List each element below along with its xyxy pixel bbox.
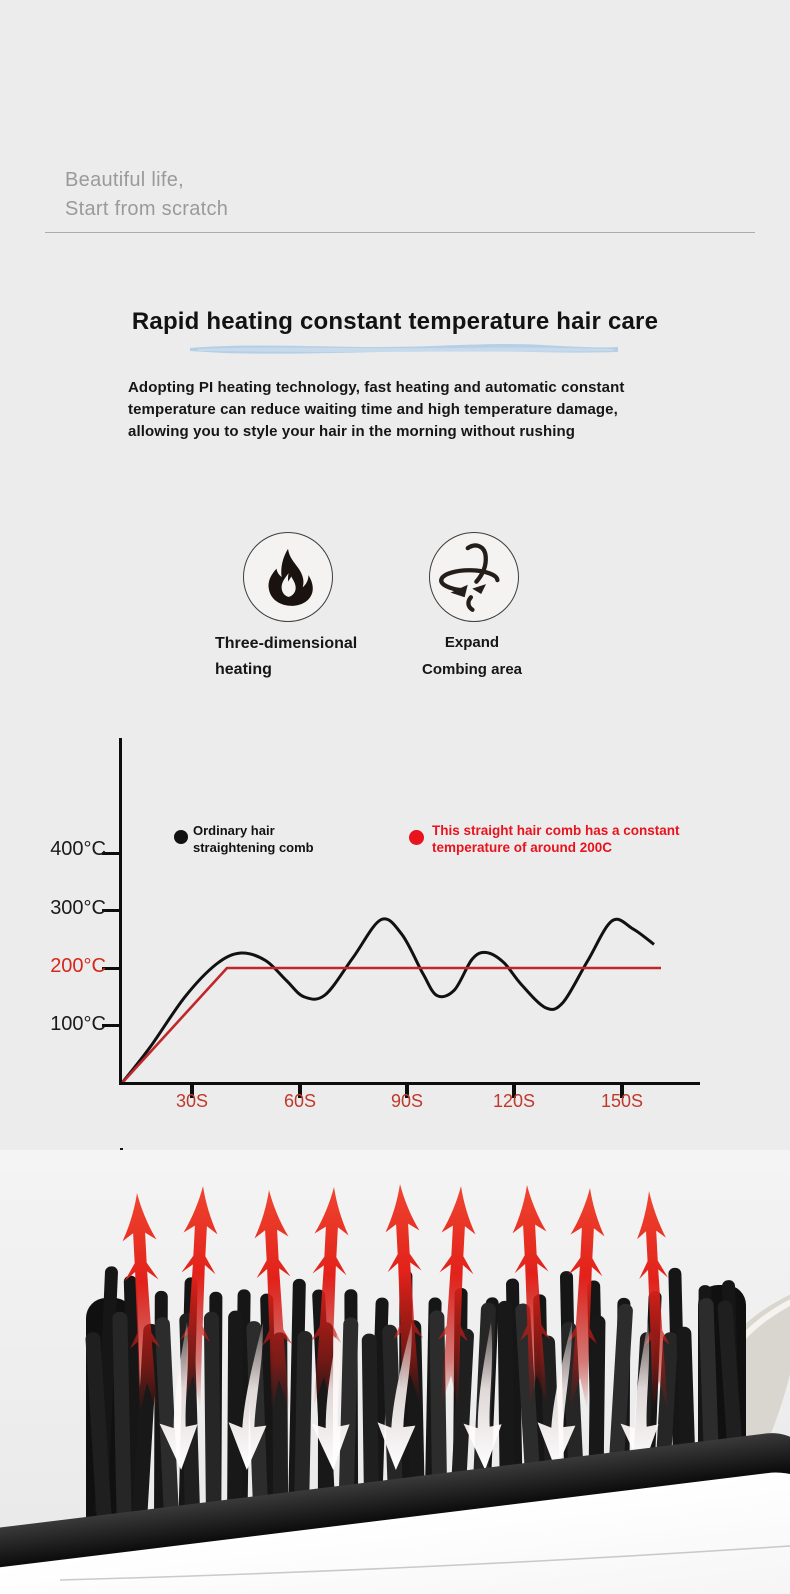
body-line-3: allowing you to style your hair in the m… [128, 423, 576, 440]
feature-heating-circle [243, 532, 333, 622]
x-tick-mark [405, 1085, 409, 1098]
section-body: Adopting PI heating technology, fast hea… [128, 377, 680, 443]
legend1-line2: straightening comb [193, 840, 314, 855]
x-tick-mark [620, 1085, 624, 1098]
legend2-line2: temperature of around 200C [432, 840, 613, 855]
feature-heating-label-line1: Three-dimensional [215, 635, 358, 652]
x-tick-label-150s: 150S [600, 1091, 644, 1111]
feature-heating-label-line2: heating [215, 661, 272, 678]
legend-label-ordinary-comb: Ordinary hair straightening comb [193, 822, 314, 856]
product-image-comb [0, 1150, 790, 1594]
legend-dot-black [174, 830, 188, 844]
feature-heating-label: Three-dimensional heating [215, 631, 405, 683]
feature-combing-label: Expand Combing area [394, 629, 550, 683]
comb-body [0, 1472, 790, 1594]
divider-line [45, 232, 755, 233]
airflow-down-arrows [159, 1321, 659, 1470]
temperature-chart [120, 917, 661, 1084]
y-axis-line [119, 738, 122, 1085]
legend-dot-red [409, 830, 424, 845]
section-title: Rapid heating constant temperature hair … [131, 308, 659, 335]
rotate-3d-icon [439, 543, 500, 612]
legend-label-this-comb: This straight hair comb has a constant t… [432, 822, 680, 856]
y-tick-mark [102, 909, 120, 912]
body-line-1: Adopting PI heating technology, fast hea… [128, 379, 625, 396]
legend1-line1: Ordinary hair [193, 823, 275, 838]
y-tick-label-100: 100°C [50, 1013, 106, 1035]
y-tick-mark [102, 852, 120, 855]
hero-line-2: Start from scratch [65, 198, 229, 220]
hero-line-1: Beautiful life, [65, 169, 185, 191]
feature-combing-label-line2: Combing area [421, 661, 523, 678]
legend2-line1: This straight hair comb has a constant [432, 823, 680, 838]
x-tick-mark [190, 1085, 194, 1098]
heat-up-arrows [122, 1184, 670, 1416]
y-tick-mark [102, 967, 120, 970]
comb-body-seam [59, 1545, 790, 1581]
feature-combing-label-line1: Expand [444, 634, 500, 651]
y-tick-mark [102, 1024, 120, 1027]
hero-text: Beautiful life, Start from scratch [65, 166, 228, 224]
x-tick-label-30s: 30S [175, 1091, 209, 1111]
x-tick-label-120s: 120S [492, 1091, 536, 1111]
flame-icon [268, 548, 313, 606]
x-tick-mark [512, 1085, 516, 1098]
y-tick-label-200: 200°C [50, 955, 106, 977]
series-line-0 [120, 917, 655, 1084]
series-line-1 [121, 966, 661, 1084]
title-underline-brush [190, 344, 618, 354]
x-tick-label-60s: 60S [283, 1091, 317, 1111]
body-line-2: temperature can reduce waiting time and … [128, 401, 618, 418]
x-axis-line [119, 1082, 700, 1085]
y-tick-label-400: 400°C [50, 838, 106, 860]
x-tick-mark [298, 1085, 302, 1098]
y-tick-label-300: 300°C [50, 897, 106, 919]
feature-combing-circle [429, 532, 519, 622]
x-tick-label-90s: 90S [390, 1091, 424, 1111]
